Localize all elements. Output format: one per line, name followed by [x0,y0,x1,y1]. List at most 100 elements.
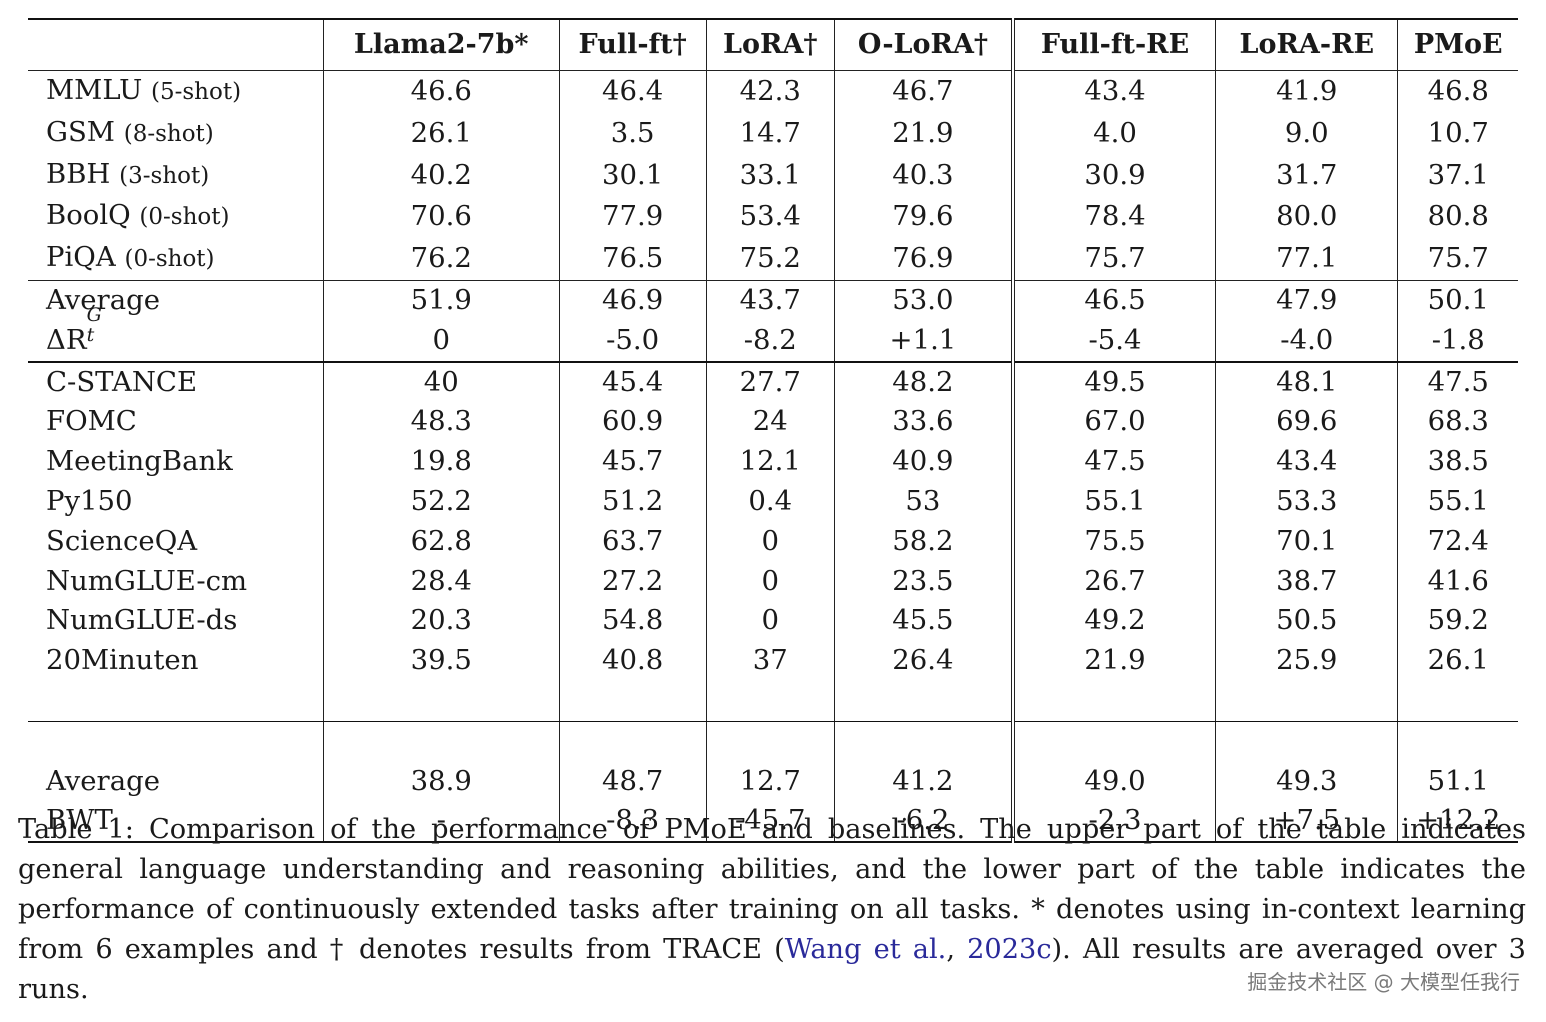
value-cell: 40.3 [833,154,1013,197]
value-cell: 76.5 [558,238,707,281]
value-cell: 55.1 [1397,481,1518,522]
value-cell: 10.7 [1397,112,1518,155]
value-cell: 46.4 [558,70,707,113]
value-cell: 26.7 [1010,561,1216,602]
value-cell: - [322,801,560,844]
spacer-cell [833,721,1013,762]
value-cell: 62.8 [322,521,560,562]
row-label: Py150 [28,482,323,522]
caption-text-end: ). All results are averaged over 3 runs. [18,934,1526,1005]
spacer-cell [28,721,323,761]
value-cell: 48.3 [322,402,560,443]
value-cell: 68.3 [1397,402,1518,443]
spacer-cell [322,721,560,762]
value-cell: 50.1 [1397,279,1518,321]
value-cell: 80.0 [1215,196,1398,239]
value-cell: 78.4 [1010,196,1216,239]
value-cell: +7.5 [1215,801,1398,844]
value-cell: 23.5 [833,561,1013,602]
column-header: LoRA-RE [1215,18,1398,71]
value-cell: 41.2 [833,761,1013,802]
value-cell: 38.5 [1397,442,1518,482]
row-label-text: ΔR [46,323,87,356]
row-label: BWT [28,801,324,844]
row-label: ScienceQA [28,522,323,562]
value-cell: 46.5 [1010,279,1216,321]
value-cell: 47.5 [1397,360,1518,403]
table-caption: Table 1: Comparison of the performance o… [18,810,1526,1010]
column-header: LoRA† [705,18,835,71]
row-label-text: BWT [46,804,113,837]
table-row: BWT - -8.3 -45.7 -6.2 -2.3 +7.5 +12.2 [28,801,1518,844]
table-row: GSM (8-shot) 26.1 3.5 14.7 21.9 4.0 9.0 10.7 [28,112,1518,155]
row-label: NumGLUE-cm [28,562,323,602]
value-cell: -4.0 [1215,320,1398,362]
table-row: 20Minuten 39.5 40.8 37 26.4 21.9 25.9 26.1 [28,641,1518,681]
value-cell: 45.5 [833,601,1013,642]
value-cell: 51.9 [322,279,560,321]
value-cell: 59.2 [1397,601,1518,642]
row-label: PiQA (0-shot) [28,238,323,280]
value-cell: 25.9 [1215,641,1398,681]
value-cell: +12.2 [1397,801,1518,844]
spacer-cell [1215,721,1398,762]
value-cell: 72.4 [1397,521,1518,562]
citation-year-link[interactable]: 2023c [967,934,1052,965]
value-cell: 30.1 [558,154,707,197]
value-cell: -8.3 [558,801,707,844]
value-cell: 75.7 [1010,238,1216,281]
value-cell: 76.9 [833,238,1013,281]
row-label: C-STANCE [28,360,324,403]
table-row: NumGLUE-ds 20.3 54.8 0 45.5 49.2 50.5 59.2 [28,601,1518,642]
table-row: ScienceQA 62.8 63.7 0 58.2 75.5 70.1 72.4 [28,521,1518,562]
citation-separator: , [946,934,968,965]
row-label: GSM (8-shot) [28,113,323,155]
header-empty-cell [28,18,324,71]
row-label: FOMC [28,402,323,442]
value-cell: 0 [705,521,835,562]
watermark: 掘金技术社区 @ 大模型任我行 [1247,970,1520,994]
spacer-cell [833,680,1013,722]
row-label-text: NumGLUE-cm [46,564,248,597]
value-cell: 48.7 [558,761,707,802]
value-cell: 27.2 [558,561,707,602]
value-cell: 53.0 [833,279,1013,321]
row-label-text: C-STANCE [46,365,198,398]
value-cell: 24 [705,402,835,443]
table-row: MMLU (5-shot) 46.6 46.4 42.3 46.7 43.4 41.9 46.… [28,70,1518,113]
table-row: Py150 52.2 51.2 0.4 53 55.1 53.3 55.1 [28,481,1518,522]
value-cell: +1.1 [833,320,1013,362]
value-cell: 49.5 [1010,360,1216,403]
value-cell: 51.2 [558,481,707,522]
value-cell: 0.4 [705,481,835,522]
value-cell: 26.1 [322,112,560,155]
table-row: FOMC 48.3 60.9 24 33.6 67.0 69.6 68.3 [28,402,1518,443]
value-cell: 79.6 [833,196,1013,239]
citation-author-link[interactable]: Wang et al. [784,934,947,965]
row-label: NumGLUE-ds [28,601,323,641]
value-cell: 12.7 [705,761,835,802]
value-cell: 46.9 [558,279,707,321]
value-cell: 0 [705,601,835,642]
value-cell: 39.5 [322,641,560,681]
row-label-text: PiQA [46,241,116,274]
value-cell: 40.9 [833,442,1013,482]
value-cell: -6.2 [833,801,1013,844]
table-row: BoolQ (0-shot) 70.6 77.9 53.4 79.6 78.4 80.0 80… [28,196,1518,239]
value-cell: 46.8 [1397,70,1518,113]
column-header: Llama2-7b* [322,18,560,71]
value-cell: 47.9 [1215,279,1398,321]
value-cell: -5.4 [1010,320,1216,362]
column-header: Full-ft† [558,18,707,71]
row-label: Average [28,762,323,802]
row-label-text: BBH [46,157,111,190]
value-cell: 50.5 [1215,601,1398,642]
table-row: Average 38.9 48.7 12.7 41.2 49.0 49.3 51.1 [28,761,1518,802]
results-table: Llama2-7b* Full-ft† LoRA† O-LoRA† Full-ft-RE… [28,18,1518,844]
value-cell: 26.1 [1397,641,1518,681]
value-cell: 43.7 [705,279,835,321]
value-cell: 67.0 [1010,402,1216,443]
value-cell: 12.1 [705,442,835,482]
value-cell: 63.7 [558,521,707,562]
